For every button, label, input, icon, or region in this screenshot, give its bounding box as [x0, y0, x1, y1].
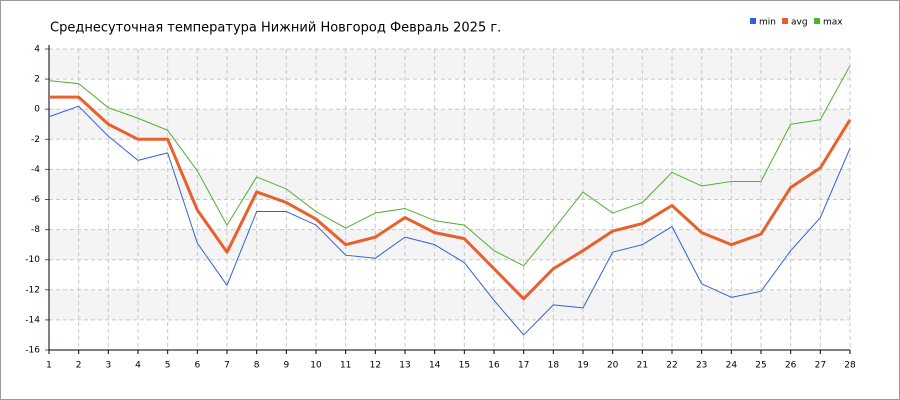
x-tick-label: 10 [310, 361, 322, 371]
grid-band [49, 49, 850, 80]
y-tick-label: -6 [31, 195, 40, 205]
x-tick-label: 27 [815, 361, 826, 371]
x-tick-label: 4 [135, 361, 141, 371]
x-tick-label: 15 [459, 361, 470, 371]
grid-band [49, 289, 850, 320]
series-line [48, 105, 851, 336]
legend-label: min [759, 18, 776, 28]
y-tick-label: 4 [34, 45, 40, 55]
x-tick-label: 1 [46, 361, 52, 371]
x-tick-label: 25 [755, 361, 766, 371]
legend-swatch [750, 18, 756, 24]
legend-label: max [823, 18, 843, 28]
x-tick-label: 24 [726, 361, 738, 371]
x-tick-label: 8 [254, 361, 260, 371]
x-tick-label: 22 [666, 361, 677, 371]
legend-swatch [782, 18, 788, 24]
grid-band [49, 169, 850, 200]
x-tick-label: 18 [548, 361, 560, 371]
x-tick-label: 16 [488, 361, 500, 371]
legend-swatch [814, 18, 820, 24]
y-tick-label: -8 [31, 225, 40, 235]
x-tick-label: 20 [607, 361, 619, 371]
x-tick-label: 5 [165, 361, 171, 371]
x-tick-label: 21 [637, 361, 648, 371]
x-tick-label: 13 [399, 361, 410, 371]
chart-title: Среднесуточная температура Нижний Новгор… [50, 21, 501, 36]
x-tick-label: 7 [224, 361, 230, 371]
x-tick-label: 6 [194, 361, 200, 371]
x-tick-label: 2 [76, 361, 82, 371]
x-tick-label: 19 [577, 361, 589, 371]
x-tick-label: 23 [696, 361, 707, 371]
x-tick-label: 28 [844, 361, 856, 371]
legend-label: avg [791, 18, 808, 28]
x-tick-label: 17 [518, 361, 529, 371]
x-tick-label: 3 [105, 361, 111, 371]
y-tick-label: 2 [34, 75, 40, 85]
y-tick-label: -14 [25, 315, 40, 325]
x-tick-label: 14 [429, 361, 441, 371]
series-line [49, 95, 852, 301]
y-tick-label: -16 [25, 346, 40, 356]
grid-band [49, 109, 850, 140]
x-tick-label: 11 [340, 361, 351, 371]
y-tick-label: -12 [25, 285, 40, 295]
y-tick-label: 0 [34, 105, 40, 115]
x-tick-label: 9 [283, 361, 289, 371]
x-tick-label: 26 [785, 361, 797, 371]
y-tick-label: -4 [31, 165, 40, 175]
series-line [48, 65, 851, 267]
x-tick-label: 12 [370, 361, 381, 371]
y-tick-label: -10 [25, 255, 40, 265]
y-tick-label: -2 [31, 135, 40, 145]
